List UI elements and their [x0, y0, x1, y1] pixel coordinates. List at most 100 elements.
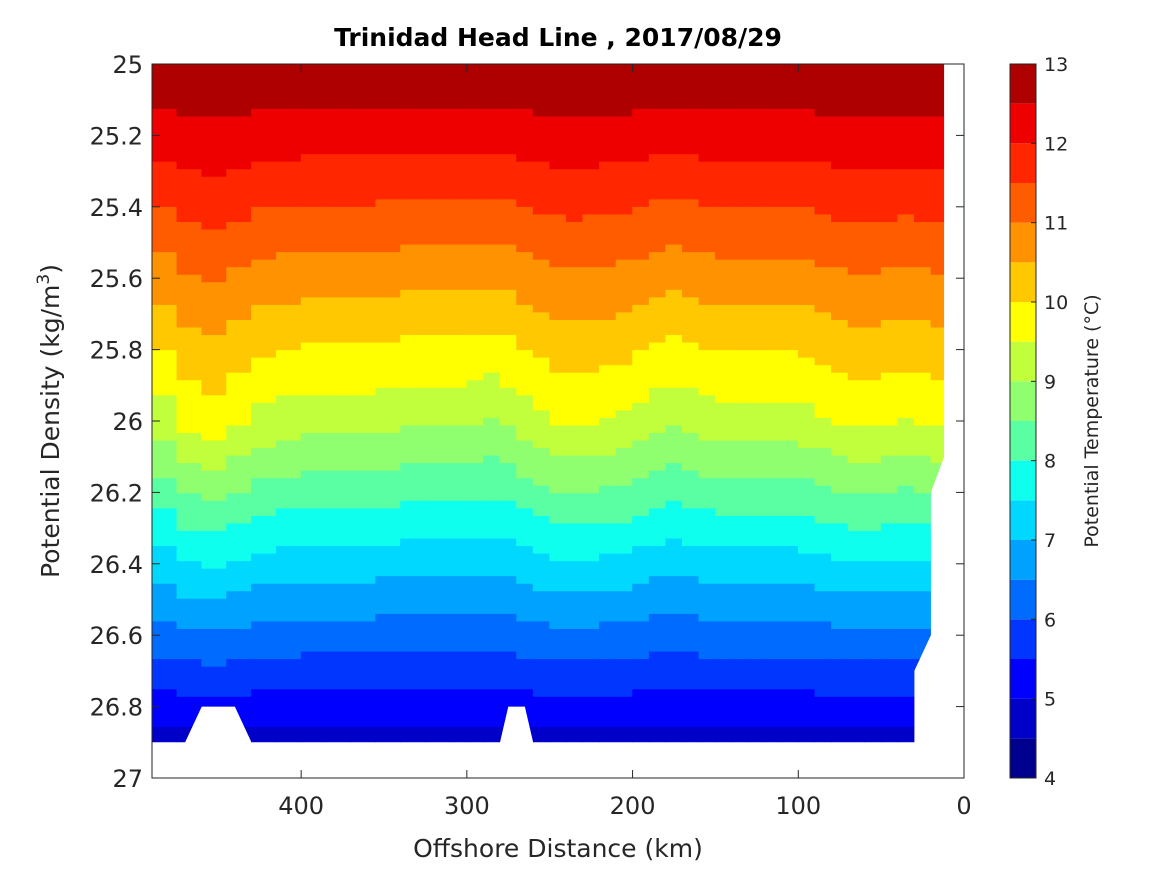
contour-cell: [152, 402, 178, 411]
contour-cell: [864, 523, 882, 532]
contour-cell: [731, 410, 749, 419]
contour-cell: [831, 553, 849, 562]
contour-cell: [665, 267, 683, 276]
contour-cell: [748, 319, 766, 329]
contour-cell: [715, 335, 733, 344]
contour-cell: [880, 372, 899, 381]
y-tick-label: 26: [112, 408, 143, 436]
contour-cell: [615, 485, 633, 494]
contour-cell: [516, 297, 534, 306]
contour-cell: [300, 93, 327, 102]
contour-cell: [565, 146, 584, 155]
contour-cell: [516, 410, 534, 419]
contour-cell: [797, 365, 816, 374]
contour-cell: [681, 161, 700, 170]
contour-cell: [483, 621, 501, 630]
contour-cell: [275, 86, 302, 95]
contour-cell: [152, 357, 178, 366]
contour-cell: [632, 410, 650, 419]
contour-cell: [375, 689, 401, 698]
contour-cell: [831, 395, 849, 404]
contour-cell: [325, 515, 352, 525]
contour-cell: [897, 530, 915, 540]
contour-cell: [400, 312, 426, 321]
contour-cell: [300, 86, 327, 95]
contour-cell: [449, 417, 468, 427]
contour-cell: [715, 304, 733, 314]
contour-cell: [648, 282, 667, 291]
contour-cell: [681, 719, 700, 728]
contour-cell: [582, 576, 600, 585]
contour-cell: [152, 387, 178, 396]
contour-cell: [350, 598, 377, 607]
contour-cell: [847, 319, 865, 329]
contour-cell: [400, 342, 426, 351]
contour-cell: [275, 108, 302, 118]
contour-cell: [681, 184, 700, 193]
contour-cell: [648, 267, 667, 276]
contour-cell: [549, 297, 567, 306]
contour-cell: [176, 237, 203, 246]
contour-cell: [325, 726, 352, 736]
contour-cell: [797, 206, 816, 216]
contour-cell: [549, 515, 567, 525]
contour-cell: [425, 553, 451, 562]
contour-cell: [748, 154, 766, 163]
contour-cell: [930, 470, 945, 479]
contour-cell: [615, 553, 633, 562]
contour-cell: [864, 221, 882, 231]
contour-cell: [483, 86, 501, 95]
contour-cell: [516, 244, 534, 253]
contour-cell: [400, 410, 426, 419]
contour-cell: [565, 101, 584, 110]
contour-cell: [449, 342, 468, 351]
contour-cell: [152, 64, 178, 72]
contour-cell: [880, 365, 899, 374]
contour-cell: [665, 199, 683, 208]
contour-cell: [176, 576, 203, 585]
contour-cell: [764, 500, 783, 509]
contour-cell: [532, 108, 551, 118]
contour-cell: [275, 131, 302, 140]
contour-cell: [152, 651, 178, 660]
contour-cell: [599, 538, 617, 547]
contour-cell: [831, 86, 849, 95]
contour-cell: [764, 191, 783, 200]
contour-cell: [549, 621, 567, 630]
contour-cell: [847, 335, 865, 344]
contour-cell: [400, 681, 426, 690]
contour-cell: [226, 598, 252, 607]
contour-cell: [715, 425, 733, 434]
contour-cell: [864, 387, 882, 396]
contour-cell: [201, 214, 227, 223]
contour-cell: [300, 719, 327, 728]
contour-cell: [797, 628, 816, 638]
contour-cell: [152, 78, 178, 87]
contour-cell: [565, 478, 584, 487]
contour-cell: [582, 176, 600, 185]
contour-cell: [483, 101, 501, 110]
contour-cell: [449, 546, 468, 555]
contour-cell: [897, 689, 915, 698]
contour-cell: [176, 681, 203, 690]
colorbar-swatch: [1010, 143, 1036, 183]
contour-cell: [176, 289, 203, 298]
contour-cell: [632, 696, 650, 705]
contour-cell: [615, 350, 633, 359]
contour-cell: [814, 606, 832, 615]
contour-cell: [715, 229, 733, 238]
contour-cell: [549, 365, 567, 374]
contour-cell: [152, 440, 178, 449]
contour-cell: [731, 659, 749, 668]
contour-cell: [425, 711, 451, 720]
contour-cell: [764, 613, 783, 623]
contour-cell: [375, 64, 401, 72]
contour-cell: [226, 546, 252, 555]
contour-cell: [400, 651, 426, 660]
contour-cell: [275, 613, 302, 623]
contour-cell: [565, 470, 584, 479]
contour-cell: [176, 86, 203, 95]
contour-cell: [681, 123, 700, 133]
contour-cell: [565, 267, 584, 276]
contour-cell: [275, 395, 302, 404]
